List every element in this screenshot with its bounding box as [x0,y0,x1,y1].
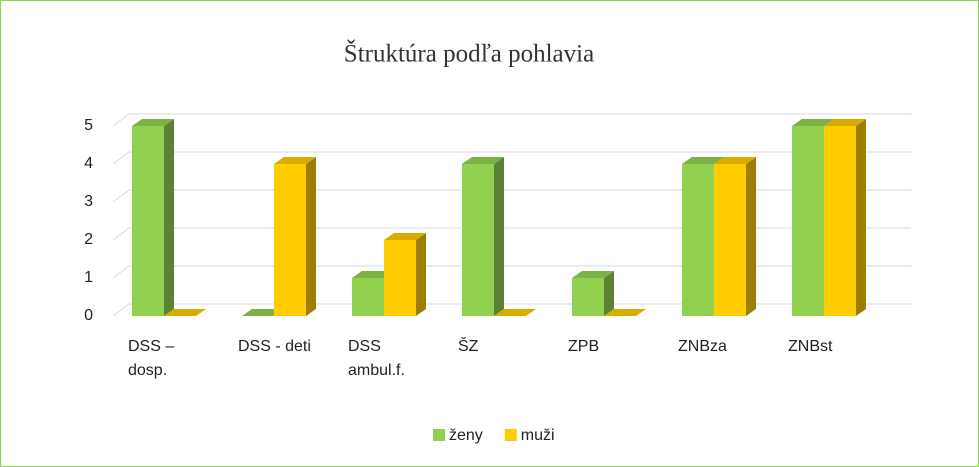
x-tick-label: ZPB [568,338,600,355]
y-tick-label: 5 [84,117,93,134]
grid-line [112,303,911,317]
bar [384,240,416,316]
bar-top [714,157,756,164]
bar [352,278,384,316]
grid-line [112,189,911,203]
bar-side [604,271,614,316]
bar-side [494,157,504,316]
y-tick-label: 0 [84,307,93,324]
legend-swatch [504,429,517,441]
legend-label: muži [521,427,555,444]
bar [572,278,604,316]
bar-top [352,271,394,278]
bar-top [792,119,834,126]
grid-line [112,265,911,279]
bar-side [306,157,316,316]
y-tick-label: 1 [84,269,93,286]
bar-side [164,119,174,316]
bar [824,126,856,316]
bar [682,164,714,316]
legend-swatch [433,429,445,441]
bar-top [462,157,504,164]
grid-line [112,151,911,165]
x-tick-label: ŠZ [458,338,479,355]
bar-top [242,309,284,316]
bar-side [416,233,426,316]
grid-line [112,113,911,127]
bar-top [274,157,316,164]
bar-top [572,271,614,278]
bar [462,164,494,316]
bar [792,126,824,316]
bar-top [384,233,426,240]
x-tick-label: DSS ambul.f. [348,338,405,379]
y-tick-label: 4 [84,155,93,172]
bar [132,126,164,316]
x-tick-label: ZNBst [788,338,833,355]
legend-label: ženy [449,427,483,444]
bar [714,164,746,316]
bar [274,164,306,316]
bar-top [494,309,536,316]
bar-top [604,309,646,316]
x-tick-label: DSS – dosp. [128,338,175,379]
bar-side [856,119,866,316]
grid-line [112,227,911,241]
bar-top [164,309,206,316]
y-tick-label: 3 [84,193,93,210]
x-tick-label: DSS - deti [238,338,311,355]
bar-top [682,157,724,164]
chart-title: Štruktúra podľa pohlavia [344,39,594,68]
bar-top [132,119,174,126]
bar-side [746,157,756,316]
y-tick-label: 2 [84,231,93,248]
x-tick-label: ZNBza [678,338,727,355]
bar-top [824,119,866,126]
